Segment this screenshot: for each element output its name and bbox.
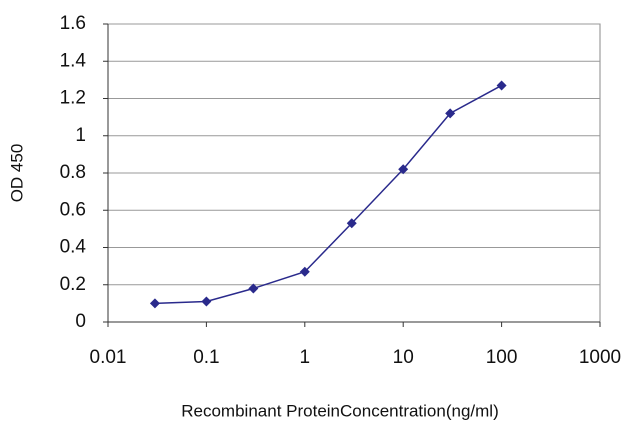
y-tick-label: 0.8 xyxy=(60,162,86,183)
x-tick-label: 0.1 xyxy=(193,347,219,368)
x-tick-label: 100 xyxy=(486,347,518,368)
y-axis-title: OD 450 xyxy=(7,144,26,203)
data-point xyxy=(248,283,259,294)
y-tick-label: 0.4 xyxy=(60,237,87,258)
y-tick-label: 0.6 xyxy=(60,199,86,220)
x-tick-label: 0.01 xyxy=(90,347,127,368)
y-tick-label: 0 xyxy=(75,311,86,332)
y-tick-label: 1.6 xyxy=(60,13,86,34)
y-tick-label: 0.2 xyxy=(60,274,86,295)
data-point xyxy=(299,266,310,277)
data-point xyxy=(445,108,456,119)
x-tick-label: 10 xyxy=(393,347,414,368)
y-tick-label: 1 xyxy=(75,125,86,146)
series-line xyxy=(154,84,502,305)
data-point xyxy=(149,298,160,309)
data-point xyxy=(201,296,212,307)
data-point xyxy=(398,164,409,175)
x-tick-label: 1 xyxy=(300,347,311,368)
x-axis-title: Recombinant ProteinConcentration(ng/ml) xyxy=(181,401,499,420)
data-point xyxy=(496,80,507,91)
y-tick-label: 1.4 xyxy=(60,50,87,71)
data-point xyxy=(346,218,357,229)
x-tick-label: 1000 xyxy=(579,347,621,368)
y-tick-label: 1.2 xyxy=(60,88,86,109)
